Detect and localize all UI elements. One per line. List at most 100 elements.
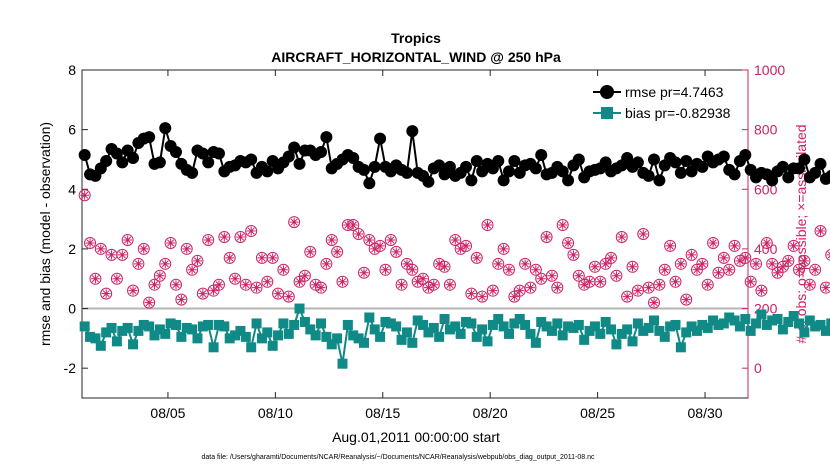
- obs-assimilated-point: [509, 292, 519, 302]
- obs-possible-point: [605, 251, 618, 264]
- bias-point: [772, 313, 783, 324]
- obs-assimilated-point: [590, 262, 600, 272]
- obs-possible-point: [84, 236, 97, 249]
- obs-possible-point: [535, 272, 548, 285]
- bias-point: [659, 331, 670, 342]
- obs-assimilated-point: [332, 247, 342, 257]
- obs-possible-point: [384, 233, 397, 246]
- obs-assimilated-point: [558, 220, 568, 230]
- obs-assimilated-point: [155, 271, 165, 281]
- bias-point: [649, 315, 660, 326]
- obs-assimilated-point: [708, 238, 718, 248]
- bias-point: [606, 324, 617, 335]
- bias-point: [326, 339, 337, 350]
- legend-rmse-label: rmse pr=4.7463: [625, 84, 724, 100]
- obs-possible-point: [282, 290, 295, 303]
- obs-possible-point: [519, 257, 532, 270]
- bias-point: [573, 319, 584, 330]
- obs-assimilated-point: [327, 235, 337, 245]
- bias-point: [804, 315, 815, 326]
- obs-possible-point: [529, 263, 542, 276]
- obs-assimilated-point: [805, 280, 815, 290]
- rmse-point: [465, 174, 478, 187]
- bias-point: [503, 328, 514, 339]
- obs-possible-point: [212, 278, 225, 291]
- obs-assimilated-point: [628, 262, 638, 272]
- obs-assimilated-point: [160, 259, 170, 269]
- obs-possible-point: [610, 269, 623, 282]
- obs-possible-point: [180, 242, 193, 255]
- bias-point: [213, 319, 224, 330]
- rmse-point: [245, 153, 258, 166]
- bias-point: [530, 337, 541, 348]
- obs-possible-point: [143, 296, 156, 309]
- obs-possible-point: [562, 236, 575, 249]
- obs-possible-point: [750, 257, 763, 270]
- rmse-point: [422, 175, 435, 188]
- obs-possible-point: [116, 248, 129, 261]
- obs-assimilated-point: [799, 256, 809, 266]
- bias-point: [294, 303, 305, 314]
- obs-assimilated-point: [552, 283, 562, 293]
- rmse-point: [347, 151, 360, 164]
- bias-point: [810, 321, 821, 332]
- obs-possible-point: [669, 275, 682, 288]
- bias-point: [654, 325, 665, 336]
- rmse-point: [212, 147, 225, 160]
- obs-assimilated-point: [638, 229, 648, 239]
- rmse-point: [508, 154, 521, 167]
- obs-assimilated-point: [85, 238, 95, 248]
- rmse-point: [363, 177, 376, 190]
- obs-assimilated-point: [601, 259, 611, 269]
- obs-possible-point: [658, 263, 671, 276]
- obs-assimilated-point: [192, 256, 202, 266]
- bias-point: [665, 321, 676, 332]
- bias-point: [375, 331, 386, 342]
- obs-assimilated-point: [107, 250, 117, 260]
- bias-point: [117, 325, 128, 336]
- obs-assimilated-point: [300, 271, 310, 281]
- obs-possible-point: [642, 281, 655, 294]
- bias-point: [477, 324, 488, 335]
- obs-assimilated-point: [735, 256, 745, 266]
- obs-possible-point: [819, 281, 830, 294]
- obs-possible-point: [793, 263, 806, 276]
- obs-assimilated-point: [316, 283, 326, 293]
- obs-assimilated-point: [665, 241, 675, 251]
- obs-assimilated-point: [633, 286, 643, 296]
- obs-assimilated-point: [493, 259, 503, 269]
- obs-assimilated-point: [660, 265, 670, 275]
- obs-assimilated-point: [354, 229, 364, 239]
- y2-tick-label: 800: [754, 122, 778, 138]
- bias-point: [794, 318, 805, 329]
- obs-possible-point: [744, 275, 757, 288]
- obs-assimilated-point: [230, 274, 240, 284]
- rmse-point: [728, 168, 741, 181]
- obs-assimilated-point: [746, 277, 756, 287]
- obs-possible-point: [696, 257, 709, 270]
- rmse-point: [433, 159, 446, 172]
- obs-assimilated-point: [440, 262, 450, 272]
- obs-possible-point: [664, 239, 677, 252]
- rmse-point: [288, 141, 301, 154]
- obs-assimilated-point: [466, 289, 476, 299]
- bias-point: [482, 336, 493, 347]
- bias-point: [675, 342, 686, 353]
- obs-possible-point: [717, 251, 730, 264]
- bias-point: [627, 336, 638, 347]
- obs-possible-point: [615, 230, 628, 243]
- obs-possible-point: [760, 236, 773, 249]
- obs-possible-point: [481, 219, 494, 232]
- data-file-footer: data file: /Users/gharamti/Documents/NCA…: [201, 454, 595, 461]
- bias-point: [122, 322, 133, 333]
- bias-point: [144, 321, 155, 332]
- rmse-point: [153, 156, 166, 169]
- obs-assimilated-point: [90, 274, 100, 284]
- legend-bias-label: bias pr=-0.82938: [625, 105, 731, 121]
- bias-point: [638, 325, 649, 336]
- bias-point: [364, 312, 375, 323]
- bias-point: [337, 358, 348, 369]
- bias-point: [128, 339, 139, 350]
- obs-assimilated-point: [794, 265, 804, 275]
